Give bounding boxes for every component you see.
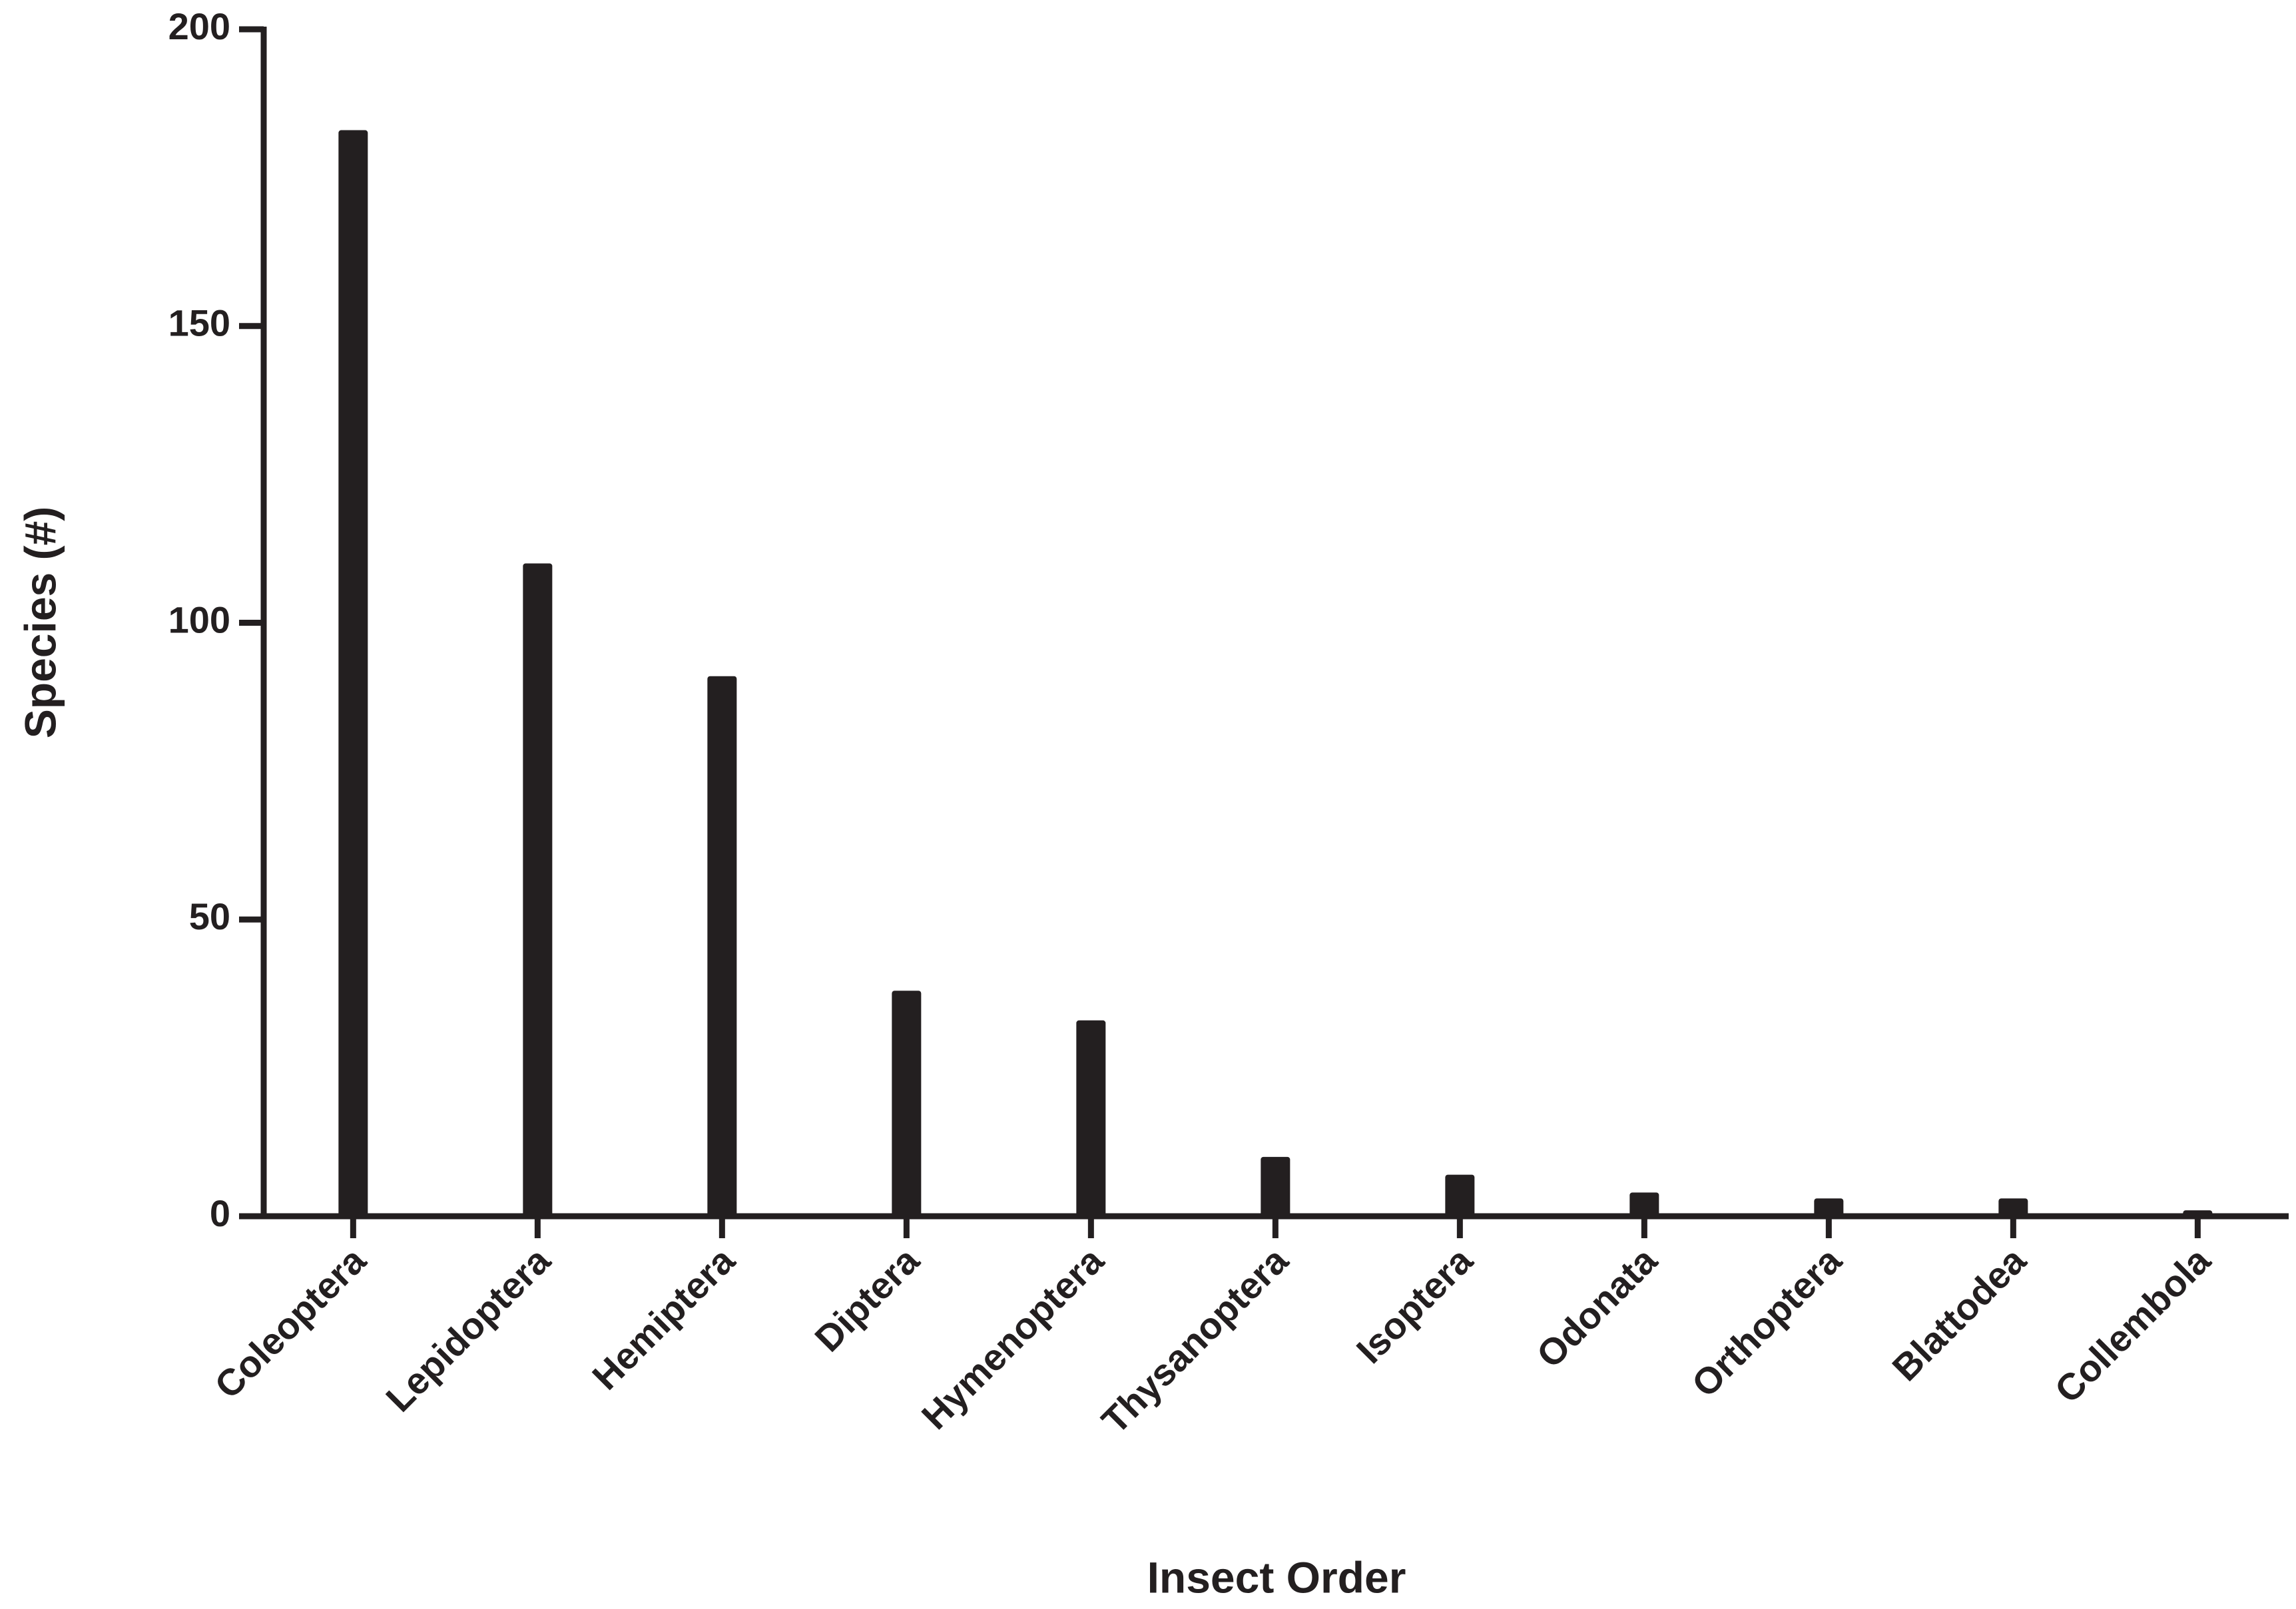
bar (1445, 1174, 1475, 1216)
y-axis-title: Species (#) (15, 507, 65, 739)
bar (1076, 1020, 1106, 1216)
x-tick-label: Blattodea (1884, 1239, 2034, 1389)
x-tick-label: Hemiptera (584, 1239, 743, 1398)
y-tick-label: 100 (168, 598, 230, 640)
y-tick-label: 0 (210, 1192, 230, 1234)
x-tick-label: Coleoptera (206, 1239, 374, 1407)
y-tick-label: 200 (168, 5, 230, 47)
bar (523, 563, 553, 1216)
x-tick-label: Orthoptera (1683, 1239, 1850, 1405)
bar (1629, 1192, 1659, 1216)
x-tick-label: Diptera (806, 1239, 928, 1360)
bar (1998, 1198, 2028, 1216)
bar (707, 676, 737, 1216)
x-tick-label: Isoptera (1348, 1239, 1481, 1371)
y-tick-label: 150 (168, 302, 230, 344)
x-axis-title: Insect Order (1147, 1552, 1406, 1602)
bar (1261, 1156, 1291, 1216)
bar (2183, 1210, 2213, 1216)
bar (1814, 1198, 1844, 1216)
bar (338, 130, 368, 1217)
x-tick-label: Thysanoptera (1093, 1239, 1296, 1442)
bar (892, 991, 922, 1216)
x-tick-label: Odonata (1528, 1239, 1665, 1376)
x-tick-label: Collembola (2046, 1239, 2219, 1411)
x-tick-label: Hymenoptera (914, 1239, 1112, 1437)
y-tick-label: 50 (189, 895, 230, 937)
x-tick-label: Lepidoptera (378, 1239, 559, 1420)
